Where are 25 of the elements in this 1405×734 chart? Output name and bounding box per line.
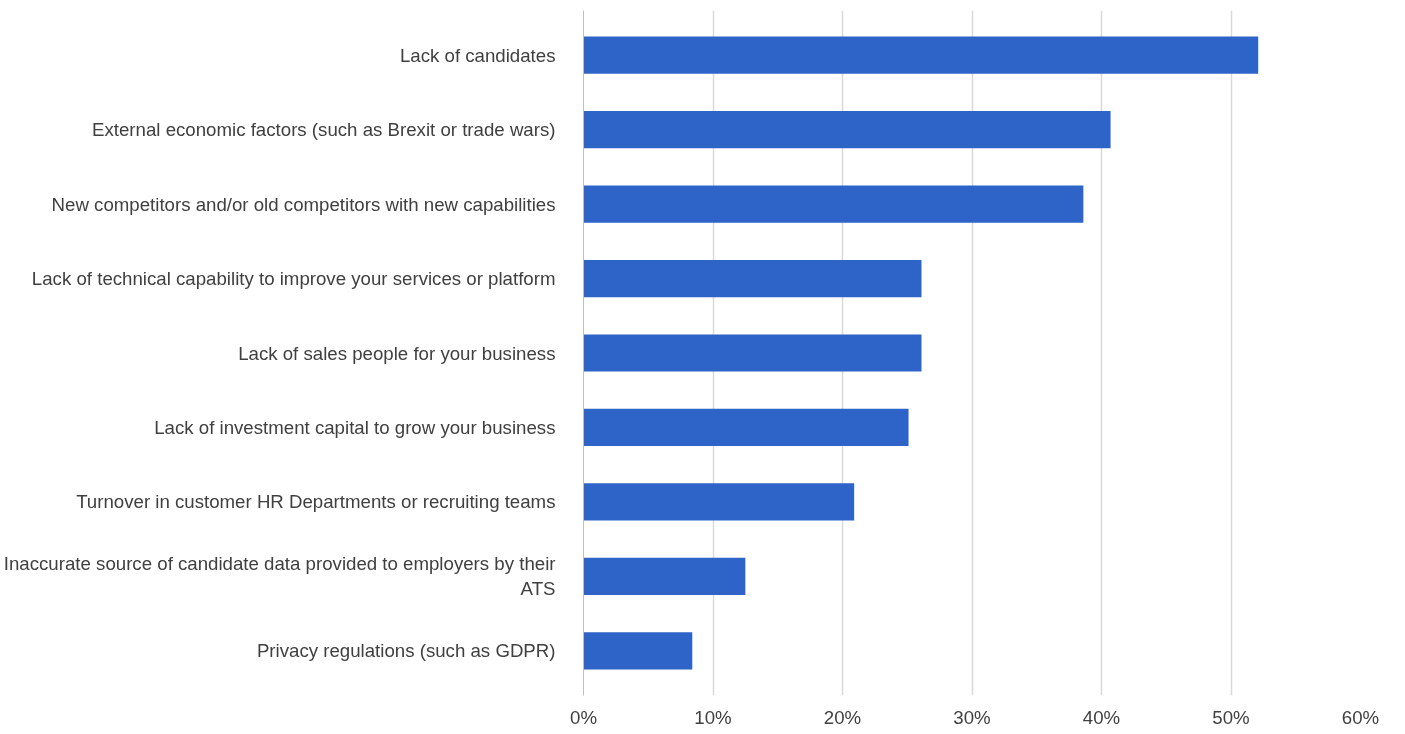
y-tick-label: Inaccurate source of candidate data provided to employers by their ATS — [3, 553, 556, 600]
bar — [583, 632, 693, 670]
y-tick-label: Privacy regulations (such as GDPR) — [256, 640, 556, 662]
x-tick-label: 50% — [1212, 706, 1250, 728]
y-tick-label: Turnover in customer HR Departments or recruiting teams — [76, 491, 556, 513]
bar — [583, 557, 746, 595]
y-tick-label: New competitors and/or old competitors with new capabilities — [51, 193, 556, 215]
y-tick-label: Lack of sales people for your business — [238, 342, 556, 364]
bar — [583, 111, 1111, 149]
bar — [583, 408, 909, 447]
x-tick-label: 20% — [823, 706, 862, 728]
x-tick-label: 10% — [694, 706, 732, 728]
bar — [583, 185, 1084, 223]
bar — [583, 36, 1259, 74]
x-tick-label: 30% — [953, 706, 991, 728]
y-tick-label: Lack of technical capability to improve your services or platform — [31, 268, 556, 290]
y-tick-label: External economic factors (such as Brexit or trade wars) — [92, 119, 556, 141]
bar — [583, 483, 855, 521]
y-tick-label: Lack of candidates — [399, 44, 556, 66]
x-tick-label: 40% — [1082, 706, 1121, 728]
bar — [583, 259, 922, 298]
bar — [583, 334, 922, 372]
x-tick-label: 0% — [570, 706, 597, 728]
x-tick-label: 60% — [1341, 706, 1380, 728]
y-tick-label: Lack of investment capital to grow your business — [154, 416, 556, 438]
